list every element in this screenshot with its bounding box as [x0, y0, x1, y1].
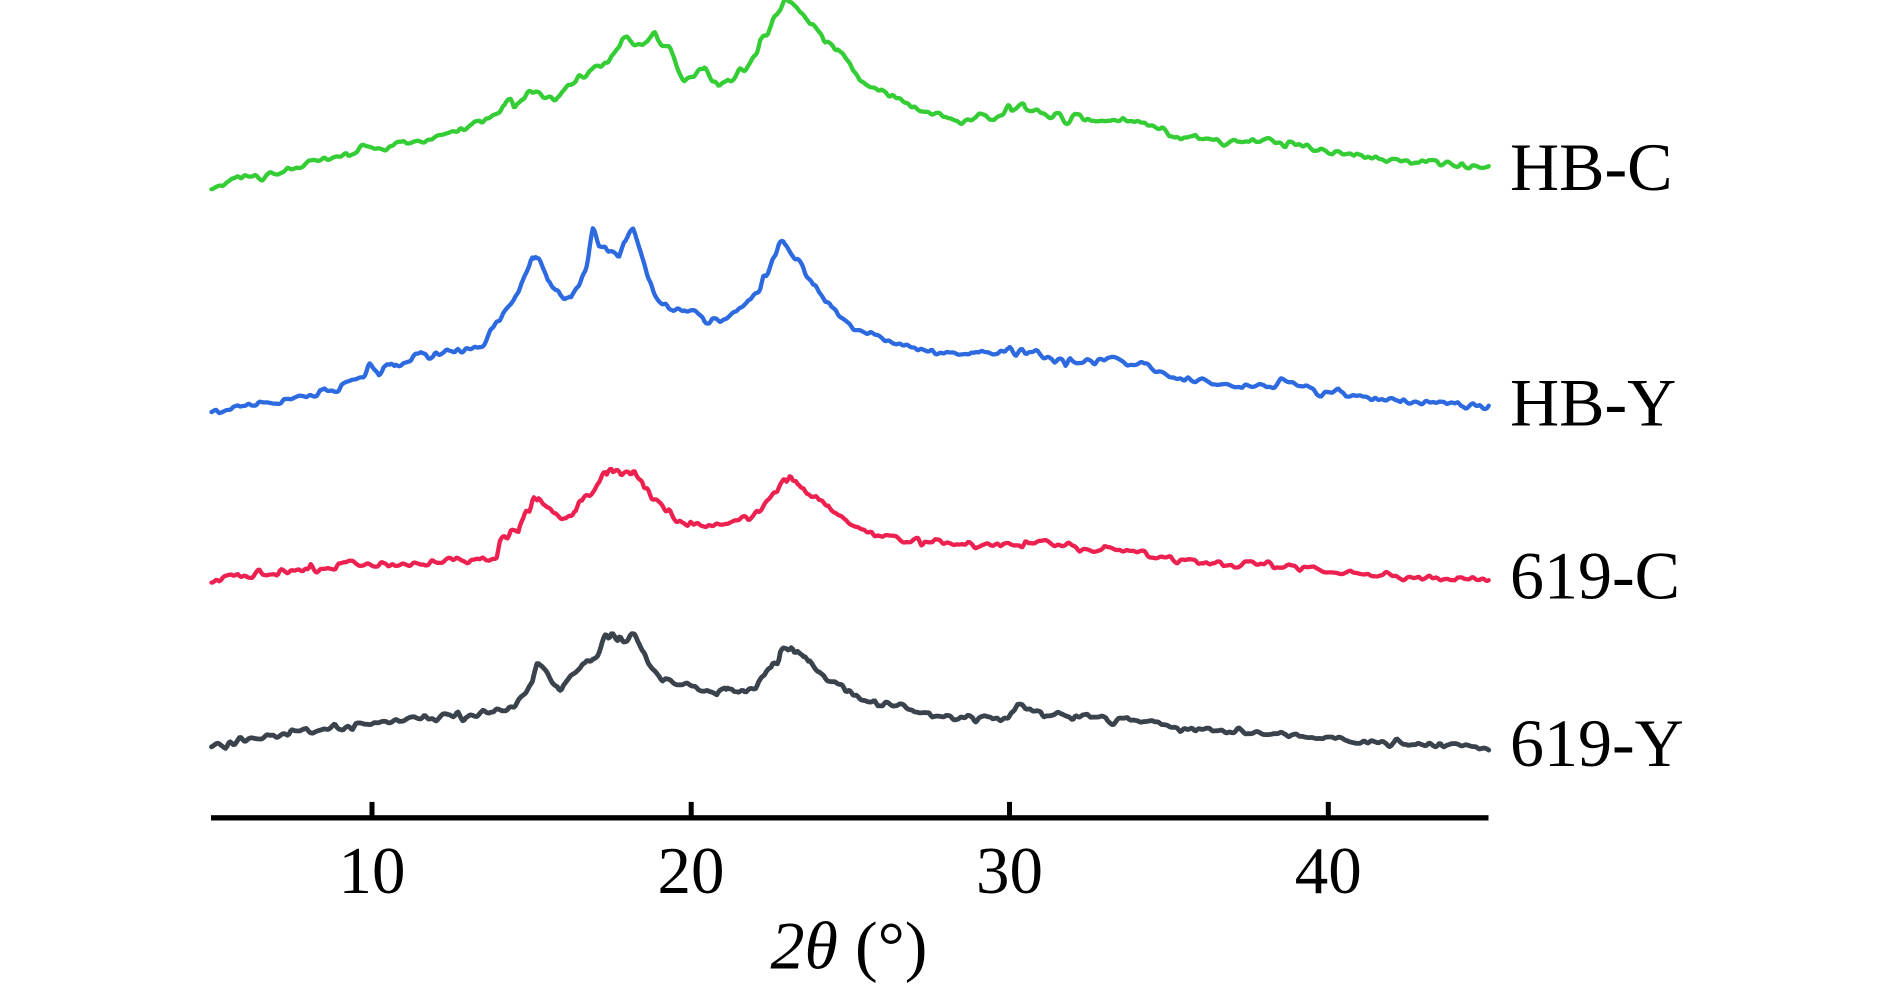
svg-text:619-Y: 619-Y [1510, 705, 1684, 781]
svg-text:30: 30 [976, 834, 1043, 908]
svg-text:619-C: 619-C [1510, 538, 1680, 614]
svg-text:2θ (°): 2θ (°) [771, 908, 928, 984]
svg-text:10: 10 [339, 834, 406, 908]
svg-text:40: 40 [1295, 834, 1362, 908]
svg-text:HB-Y: HB-Y [1510, 364, 1676, 440]
svg-text:HB-C: HB-C [1510, 129, 1672, 205]
svg-text:20: 20 [658, 834, 725, 908]
